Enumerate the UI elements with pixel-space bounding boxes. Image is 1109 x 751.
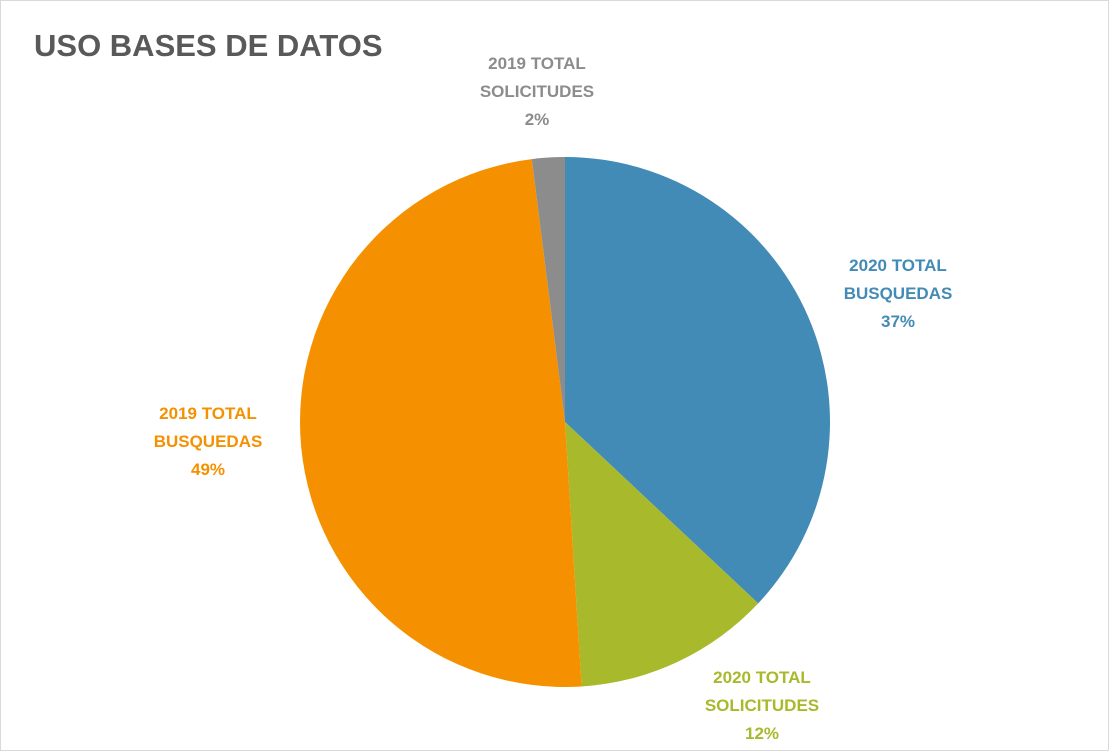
pie-slice [565, 422, 759, 687]
value-label: 49% [190, 460, 226, 479]
slice-label: 2019 TOTAL SOLICITUDES 2% [472, 50, 602, 134]
chart-title: USO BASES DE DATOS [34, 28, 383, 63]
pie-slice [299, 159, 582, 688]
slice-label: 2020 TOTAL BUSQUEDAS 37% [833, 252, 963, 336]
slice-label: 2019 TOTAL BUSQUEDAS 49% [143, 400, 273, 484]
value-label: 2% [524, 110, 550, 129]
slice-label: 2020 TOTAL SOLICITUDES 12% [697, 664, 827, 748]
category-label: 2020 TOTAL SOLICITUDES [704, 668, 820, 715]
pie-slice [565, 157, 830, 604]
value-label: 37% [880, 312, 916, 331]
value-label: 12% [744, 724, 780, 743]
category-label: 2019 TOTAL BUSQUEDAS [153, 404, 263, 451]
category-label: 2019 TOTAL SOLICITUDES [479, 54, 595, 101]
category-label: 2020 TOTAL BUSQUEDAS [843, 256, 953, 303]
pie-slice [531, 157, 565, 422]
